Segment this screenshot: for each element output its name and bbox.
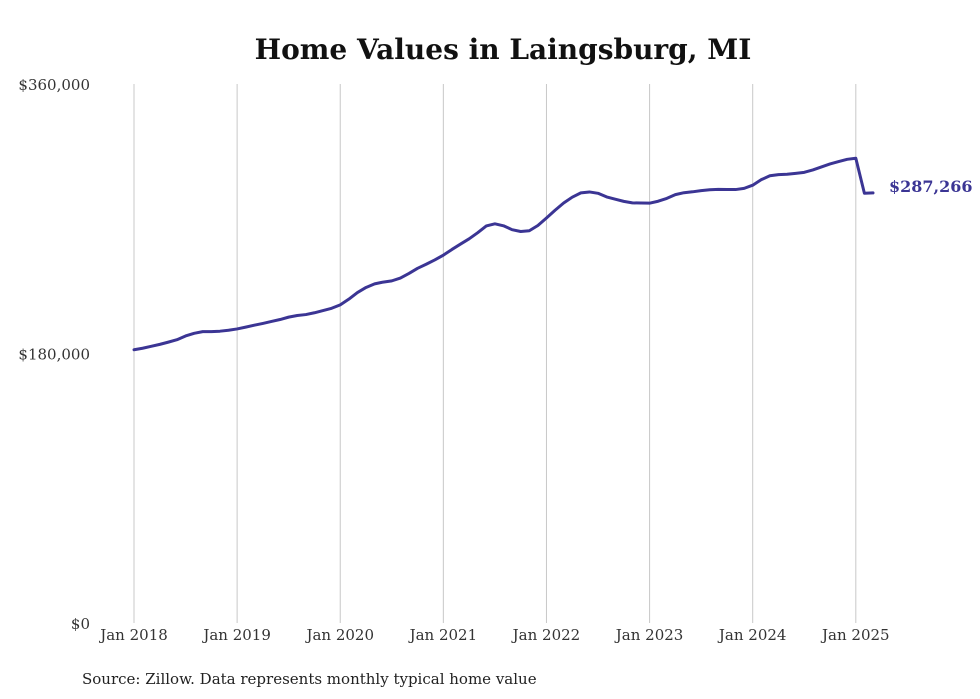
- end-value-label: $287,266: [889, 177, 973, 196]
- series-line-home-value: [132, 156, 875, 352]
- y-tick-label-0: $0: [71, 615, 90, 633]
- y-tick-label-360000: $360,000: [18, 76, 90, 94]
- y-axis-tick-labels: $0 $180,000 $360,000: [18, 76, 90, 633]
- x-tick-label-2020-01: Jan 2020: [304, 626, 374, 644]
- x-tick-label-2018-01: Jan 2018: [98, 626, 168, 644]
- x-tick-label-2023-01: Jan 2023: [614, 626, 684, 644]
- series-layer: [132, 156, 875, 352]
- x-tick-label-2024-01: Jan 2024: [717, 626, 787, 644]
- x-tick-label-2019-01: Jan 2019: [201, 626, 271, 644]
- x-tick-label-2021-01: Jan 2021: [408, 626, 478, 644]
- x-tick-label-2025-01: Jan 2025: [820, 626, 890, 644]
- source-note: Source: Zillow. Data represents monthly …: [82, 670, 537, 688]
- x-tick-label-2022-01: Jan 2022: [511, 626, 581, 644]
- x-axis-tick-labels: Jan 2018 Jan 2019 Jan 2020 Jan 2021 Jan 2022…: [98, 626, 889, 644]
- y-tick-label-180000: $180,000: [18, 346, 90, 364]
- vertical-gridlines: [133, 84, 857, 623]
- chart-title: Home Values in Laingsburg, MI: [255, 33, 752, 66]
